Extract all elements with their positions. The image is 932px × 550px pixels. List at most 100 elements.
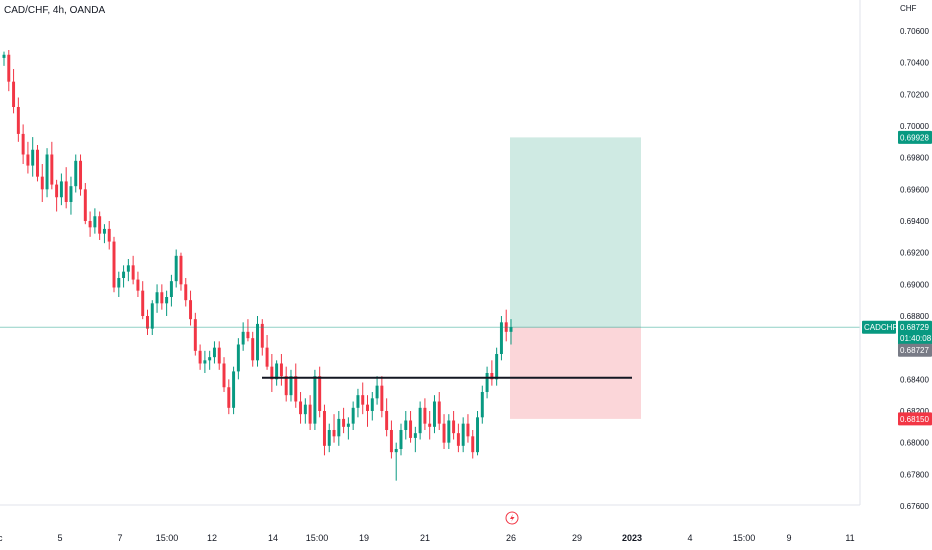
candle-body <box>409 420 413 438</box>
candle <box>452 410 456 440</box>
candle <box>184 277 188 307</box>
candle <box>356 388 360 418</box>
candlesticks <box>2 49 513 481</box>
candle <box>198 344 202 370</box>
candle <box>504 309 508 342</box>
candle <box>55 179 59 212</box>
candle <box>423 398 427 430</box>
candle <box>428 410 432 440</box>
candle-body <box>375 385 379 399</box>
candle <box>260 319 264 356</box>
candle <box>117 271 121 297</box>
candle-body <box>432 401 436 427</box>
candle-body <box>495 353 499 380</box>
last-price-tag[interactable]: CADCHF 0.68729 01:40:08 <box>862 320 932 345</box>
candle <box>126 258 130 282</box>
candle <box>40 163 44 202</box>
candle-body <box>241 331 245 345</box>
stop-price-tag-bg <box>898 412 932 426</box>
price-tick-label: 0.69000 <box>900 280 929 289</box>
candle-body <box>26 154 30 166</box>
candle-body <box>126 265 130 272</box>
price-tick-label: 0.70000 <box>900 122 929 131</box>
candle <box>232 366 236 415</box>
candle <box>279 353 283 386</box>
time-tick-label: 4 <box>687 533 692 543</box>
candle <box>2 51 6 66</box>
event-marker[interactable] <box>505 511 519 525</box>
candle <box>227 379 231 415</box>
candle <box>98 211 102 240</box>
candle <box>284 366 288 402</box>
candle-body <box>480 391 484 418</box>
symbol-tag-bg <box>862 320 896 334</box>
candle-body <box>275 363 279 380</box>
candle-body <box>174 255 178 282</box>
candle <box>389 420 393 459</box>
price-tick-label: 0.68400 <box>900 375 929 384</box>
candle-body <box>59 181 63 198</box>
candle-body <box>64 181 68 202</box>
bid-price-tag-bg <box>898 343 932 357</box>
time-tick-label: 7 <box>117 533 122 543</box>
candle-body <box>184 284 188 301</box>
candle <box>322 404 326 456</box>
candle-body <box>490 372 494 380</box>
candle-body <box>466 423 470 437</box>
candle <box>88 211 92 237</box>
candle <box>480 385 484 424</box>
candle-body <box>16 106 20 134</box>
candle-body <box>251 338 255 361</box>
candle-body <box>136 279 140 291</box>
candle-body <box>318 376 322 411</box>
candle <box>122 265 126 288</box>
candle <box>318 366 322 418</box>
candle <box>327 423 331 453</box>
stop-price-tag[interactable]: 0.68150 <box>898 412 932 426</box>
candle <box>499 315 503 361</box>
candle-body <box>456 433 460 446</box>
target-price-tag[interactable]: 0.69928 <box>898 130 932 144</box>
candle-body <box>165 296 169 304</box>
candle-body <box>55 184 59 198</box>
candle-body <box>284 376 288 396</box>
candle <box>69 176 73 215</box>
candle <box>236 338 240 380</box>
candle <box>59 173 63 206</box>
candle-body <box>366 404 369 411</box>
bid-price-tag[interactable]: 0.68727 <box>898 343 932 357</box>
candle <box>461 417 465 453</box>
candle-body <box>256 323 259 361</box>
candle <box>79 154 83 196</box>
candle-body <box>351 407 355 424</box>
candle-body <box>370 398 374 411</box>
candle <box>351 401 355 430</box>
candle-body <box>485 372 489 392</box>
candle-body <box>413 433 417 438</box>
candle <box>466 414 470 443</box>
candle-body <box>476 417 480 453</box>
candle-body <box>208 357 212 361</box>
time-tick-label: 29 <box>572 533 582 543</box>
candle <box>346 417 350 440</box>
take-profit-zone[interactable] <box>510 137 641 328</box>
candle <box>409 410 413 443</box>
candle-body <box>198 350 202 364</box>
time-tick-label: c <box>0 533 3 543</box>
candle-body <box>112 241 116 288</box>
candle-body <box>169 281 173 297</box>
candle <box>45 148 49 198</box>
candle-body <box>428 423 432 427</box>
candle <box>241 322 245 351</box>
candle <box>399 423 403 456</box>
symbol-title: CAD/CHF, 4h, OANDA <box>4 5 106 16</box>
candle-body <box>88 220 92 228</box>
candle-body <box>327 429 331 446</box>
stop-loss-zone[interactable] <box>510 327 641 419</box>
candle <box>366 395 369 427</box>
candle-body <box>122 271 126 278</box>
candle-body <box>380 385 384 411</box>
candle <box>337 410 341 446</box>
candle <box>222 357 226 392</box>
